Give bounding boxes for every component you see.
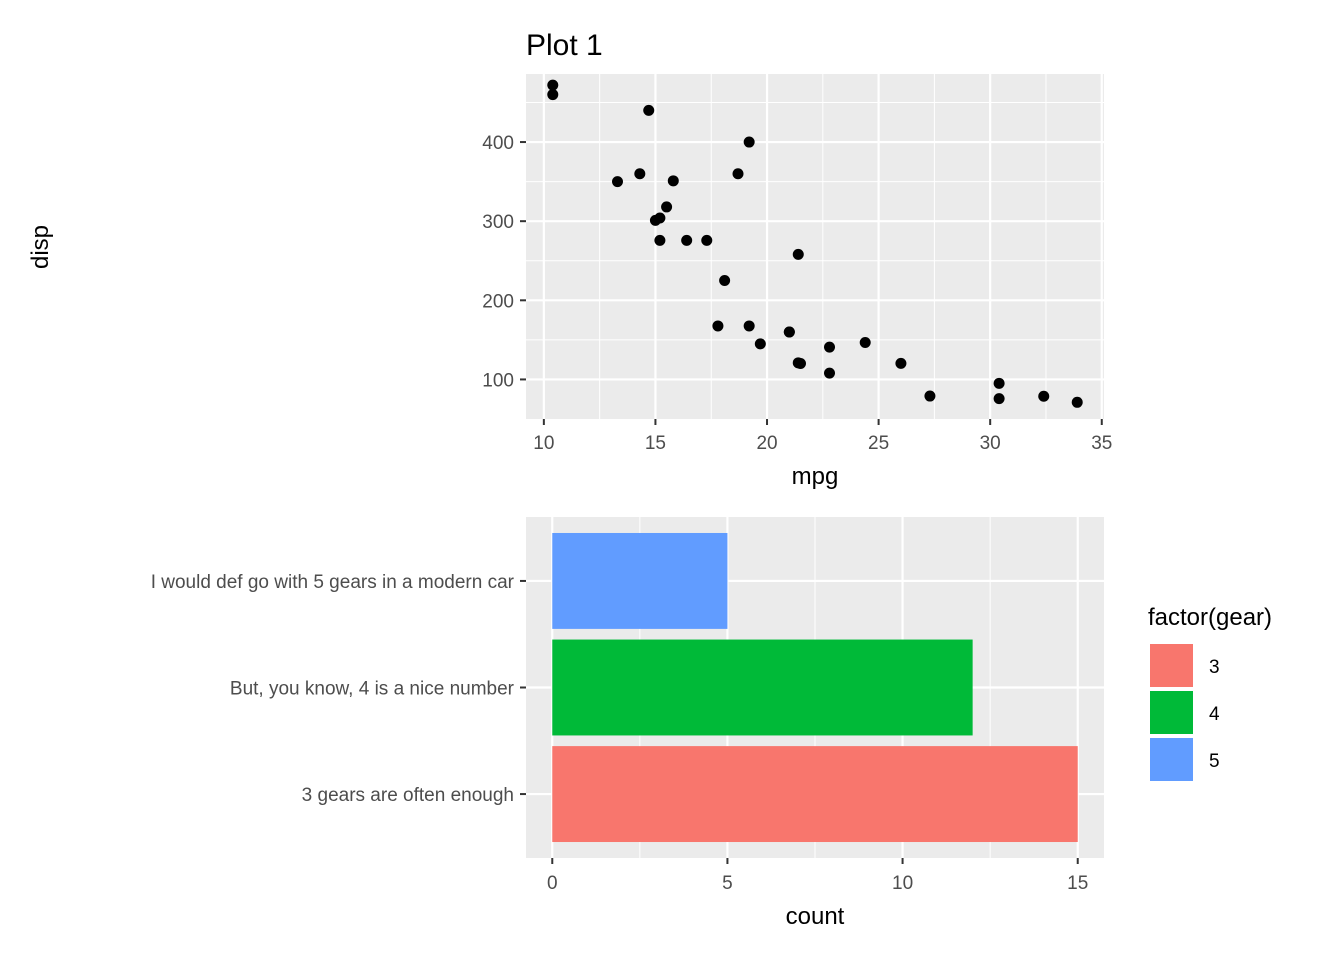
data-point bbox=[547, 89, 559, 101]
y-tick-label: 400 bbox=[482, 133, 514, 154]
data-point bbox=[1071, 396, 1083, 408]
legend-keys: 3 4 5 bbox=[1148, 642, 1220, 783]
data-point bbox=[754, 338, 766, 350]
x-tick-label: 20 bbox=[756, 433, 777, 454]
bar-x-axis: 0 5 10 15 bbox=[547, 858, 1088, 894]
legend: factor(gear) 3 4 5 bbox=[1148, 604, 1272, 783]
data-point bbox=[859, 336, 871, 348]
data-point bbox=[611, 176, 623, 188]
data-point bbox=[792, 357, 804, 369]
x-tick-label: 15 bbox=[1067, 873, 1088, 894]
legend-key-3 bbox=[1148, 642, 1195, 689]
legend-title: factor(gear) bbox=[1148, 604, 1272, 631]
legend-key-4 bbox=[1148, 689, 1195, 736]
data-point bbox=[654, 234, 666, 246]
data-point bbox=[667, 175, 679, 187]
x-tick-label: 30 bbox=[980, 433, 1001, 454]
data-point bbox=[643, 104, 655, 116]
data-point bbox=[824, 367, 836, 379]
y-tick-label: 100 bbox=[482, 370, 514, 391]
data-point bbox=[993, 393, 1005, 405]
data-point bbox=[634, 168, 646, 180]
scatter-y-axis: 100 200 300 400 bbox=[482, 133, 526, 391]
bar-y-axis: 3 gears are often enough But, you know, 4… bbox=[151, 572, 526, 806]
bars bbox=[552, 532, 1078, 843]
y-tick-label: I would def go with 5 gears in a modern … bbox=[151, 572, 515, 593]
y-tick-label: 3 gears are often enough bbox=[302, 785, 514, 806]
data-point bbox=[661, 201, 673, 213]
bar-gear-3 bbox=[552, 746, 1078, 843]
x-tick-label: 0 bbox=[547, 873, 558, 894]
data-point bbox=[924, 390, 936, 402]
scatter-points bbox=[547, 79, 1083, 408]
x-tick-label: 35 bbox=[1091, 433, 1112, 454]
x-tick-label: 10 bbox=[533, 433, 554, 454]
x-tick-label: 10 bbox=[892, 873, 913, 894]
y-tick-label: 300 bbox=[482, 212, 514, 233]
data-point bbox=[732, 168, 744, 180]
data-point bbox=[792, 248, 804, 260]
data-point bbox=[743, 320, 755, 332]
legend-label-4: 4 bbox=[1209, 704, 1220, 725]
data-point bbox=[712, 320, 724, 332]
data-point bbox=[1038, 390, 1050, 402]
data-point bbox=[701, 234, 713, 246]
x-axis-title-mpg: mpg bbox=[792, 463, 839, 490]
data-point bbox=[649, 214, 661, 226]
x-axis-title-count: count bbox=[786, 903, 845, 930]
y-tick-label: But, you know, 4 is a nice number bbox=[230, 679, 515, 700]
x-tick-label: 25 bbox=[868, 433, 889, 454]
data-point bbox=[783, 326, 795, 338]
scatter-panel bbox=[526, 74, 1104, 419]
y-tick-label: 200 bbox=[482, 291, 514, 312]
data-point bbox=[547, 79, 559, 91]
data-point bbox=[824, 341, 836, 353]
data-point bbox=[743, 136, 755, 148]
bar-gear-4 bbox=[552, 639, 973, 736]
data-point bbox=[895, 357, 907, 369]
bar-gear-5 bbox=[552, 532, 728, 629]
y-axis-title-disp: disp bbox=[27, 225, 54, 269]
data-point bbox=[719, 275, 731, 287]
scatter-x-axis: 10 15 20 25 30 35 bbox=[533, 419, 1112, 454]
scatter-plot: Plot 1 10 15 20 25 30 35 100 200 300 400 mpg dis… bbox=[27, 29, 1112, 490]
x-tick-label: 5 bbox=[722, 873, 733, 894]
data-point bbox=[993, 377, 1005, 389]
legend-key-5 bbox=[1148, 736, 1195, 783]
legend-label-3: 3 bbox=[1209, 657, 1220, 678]
plot-title: Plot 1 bbox=[526, 29, 603, 62]
legend-label-5: 5 bbox=[1209, 751, 1220, 772]
x-tick-label: 15 bbox=[645, 433, 666, 454]
bar-plot: 0 5 10 15 3 gears are often enough But, you … bbox=[151, 517, 1272, 930]
data-point bbox=[681, 234, 693, 246]
scatter-gridlines bbox=[526, 74, 1104, 419]
